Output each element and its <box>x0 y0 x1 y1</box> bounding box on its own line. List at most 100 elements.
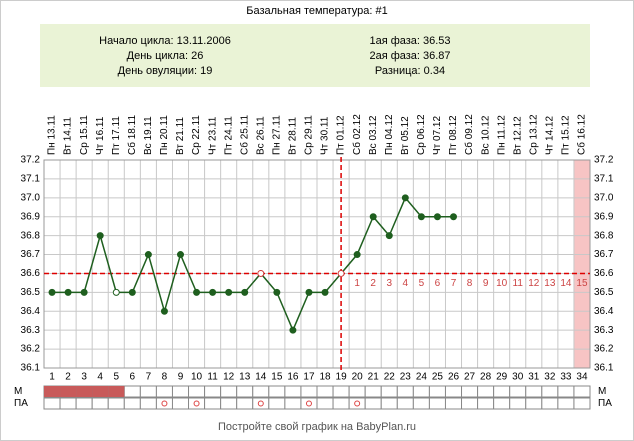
row-cell <box>332 385 350 398</box>
day-number: 19 <box>336 372 348 383</box>
row-cell <box>107 397 125 410</box>
row-cell <box>171 397 190 410</box>
row-cell <box>573 385 591 398</box>
day-number: 16 <box>287 372 299 383</box>
y-tick-label: 36.1 <box>594 363 614 374</box>
temperature-point <box>48 288 56 296</box>
temperature-point <box>450 213 457 221</box>
y-tick-label: 37.0 <box>594 192 614 203</box>
intercourse-mark <box>354 400 361 407</box>
row-cell <box>43 397 61 410</box>
row-cell <box>573 397 591 410</box>
temperature-point <box>177 251 184 259</box>
day-number: 26 <box>448 372 460 383</box>
row-cell <box>268 397 286 410</box>
row-cell <box>91 397 109 410</box>
y-tick-label: 37.1 <box>594 174 614 185</box>
luteal-day: 14 <box>560 278 572 289</box>
temperature-point <box>273 288 281 296</box>
temperature-point <box>353 251 361 259</box>
x-tick-label: Вс 26.11 <box>255 116 266 155</box>
y-tick-label: 36.3 <box>594 325 614 336</box>
y-tick-label: 36.6 <box>594 268 614 279</box>
x-tick-label: Вт 14.11 <box>63 117 74 155</box>
row-cell <box>396 385 414 398</box>
day-number: 12 <box>223 372 235 383</box>
y-tick-label: 36.3 <box>21 325 41 336</box>
x-tick-label: Пт 17.11 <box>111 116 122 155</box>
row-cell <box>236 385 254 398</box>
x-tick-label: Пт 24.11 <box>223 116 234 155</box>
row-cell <box>557 397 575 410</box>
day-number: 8 <box>162 372 168 383</box>
y-tick-label: 36.2 <box>21 344 41 355</box>
x-tick-label: Пн 04.12 <box>384 114 395 155</box>
day-number: 3 <box>81 372 87 383</box>
x-tick-label: Вт 05.12 <box>400 116 411 155</box>
temperature-point <box>64 288 72 296</box>
luteal-day: 11 <box>513 278 524 289</box>
temperature-point <box>369 213 377 221</box>
row-cell <box>541 397 559 410</box>
x-tick-label: Вт 28.11 <box>288 117 299 155</box>
row-label: М <box>14 386 22 397</box>
day-number: 28 <box>480 372 492 383</box>
day-number: 15 <box>271 372 283 383</box>
temperature-point <box>112 288 120 296</box>
row-cell <box>412 385 430 398</box>
day-number: 17 <box>303 372 315 383</box>
row-label: ПА <box>14 398 28 409</box>
x-tick-label: Сб 16.12 <box>576 114 588 155</box>
day-number: 23 <box>400 372 412 383</box>
info-text: Разница: 0.34 <box>375 65 445 77</box>
row-label: М <box>598 386 606 397</box>
x-tick-label: Пн 20.11 <box>159 115 170 155</box>
x-tick-label: Пн 27.11 <box>271 115 282 155</box>
x-tick-label: Ср 13.12 <box>528 114 539 155</box>
menstruation-cell <box>44 386 61 397</box>
row-cell <box>59 397 77 410</box>
day-number: 20 <box>352 372 364 383</box>
plot-border <box>43 159 591 369</box>
x-tick-label: Пт 15.12 <box>561 115 572 155</box>
row-cell <box>188 385 206 398</box>
row-cell <box>525 397 543 410</box>
info-text: 1ая фаза: 36.53 <box>369 35 450 47</box>
luteal-day: 1 <box>354 278 360 289</box>
row-cell <box>444 397 463 410</box>
day-number: 21 <box>368 372 380 383</box>
row-cell <box>428 397 446 410</box>
day-number: 33 <box>560 372 572 383</box>
y-tick-label: 36.5 <box>594 287 614 298</box>
temperature-point <box>160 307 168 315</box>
temperature-point <box>433 213 441 221</box>
row-cell <box>428 385 446 398</box>
temperature-point <box>96 232 104 240</box>
y-tick-label: 36.2 <box>594 344 614 355</box>
row-cell <box>541 385 559 398</box>
day-number: 7 <box>146 372 152 383</box>
row-cell <box>139 397 157 410</box>
luteal-day: 4 <box>403 278 409 289</box>
y-tick-label: 36.7 <box>594 249 614 260</box>
day-number: 14 <box>255 372 267 383</box>
row-cell <box>380 385 398 398</box>
x-tick-label: Чт 30.11 <box>320 116 331 155</box>
x-tick-label: Пт 01.12 <box>336 115 347 155</box>
luteal-day: 13 <box>544 278 556 289</box>
row-cell <box>396 397 414 410</box>
row-cell <box>236 397 254 410</box>
y-tick-label: 36.8 <box>594 230 614 241</box>
y-tick-label: 36.7 <box>21 249 41 260</box>
menstruation-cell <box>60 386 77 397</box>
y-tick-label: 36.8 <box>21 230 41 241</box>
luteal-day: 10 <box>496 278 508 289</box>
row-cell <box>348 397 366 410</box>
highlight-column <box>573 160 590 368</box>
row-cell <box>252 397 270 410</box>
info-text: День овуляции: 19 <box>118 65 213 77</box>
x-tick-label: Сб 25.11 <box>238 115 250 155</box>
day-number: 31 <box>528 372 540 383</box>
row-cell <box>461 385 479 398</box>
